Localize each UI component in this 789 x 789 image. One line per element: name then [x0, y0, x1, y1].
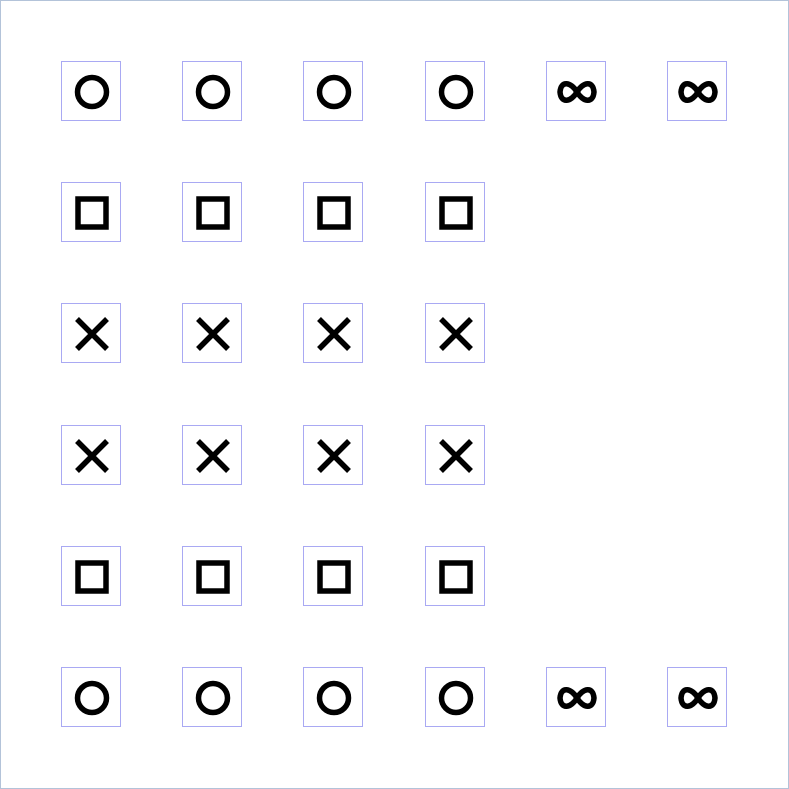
square-icon	[75, 560, 109, 594]
board-tile-r6-c6[interactable]	[667, 667, 727, 727]
cross-icon	[196, 439, 230, 473]
board-tile-r6-c1[interactable]	[61, 667, 121, 727]
board-tile-r1-c1[interactable]	[61, 61, 121, 121]
board-tile-r4-c4[interactable]	[425, 425, 485, 485]
square-icon	[317, 196, 351, 230]
board-tile-r3-c2[interactable]	[182, 303, 242, 363]
board-tile-r3-c3[interactable]	[303, 303, 363, 363]
board-tile-r1-c4[interactable]	[425, 61, 485, 121]
square-icon	[439, 560, 473, 594]
board-tile-r5-c2[interactable]	[182, 546, 242, 606]
cross-icon	[317, 439, 351, 473]
board-tile-r5-c4[interactable]	[425, 546, 485, 606]
infinity-icon	[678, 81, 718, 103]
board-tile-r6-c4[interactable]	[425, 667, 485, 727]
square-icon	[196, 560, 230, 594]
circle-icon	[316, 74, 352, 110]
circle-icon	[316, 680, 352, 716]
board-tile-r2-c2[interactable]	[182, 182, 242, 242]
board-tile-r1-c5[interactable]	[546, 61, 606, 121]
infinity-icon	[678, 687, 718, 709]
board-tile-r6-c3[interactable]	[303, 667, 363, 727]
cross-icon	[317, 317, 351, 351]
infinity-icon	[557, 81, 597, 103]
board-tile-r6-c5[interactable]	[546, 667, 606, 727]
cross-icon	[75, 317, 109, 351]
circle-icon	[195, 680, 231, 716]
circle-icon	[74, 680, 110, 716]
board-tile-r1-c3[interactable]	[303, 61, 363, 121]
square-icon	[439, 196, 473, 230]
cross-icon	[196, 317, 230, 351]
board-tile-r2-c3[interactable]	[303, 182, 363, 242]
cross-icon	[439, 317, 473, 351]
circle-icon	[195, 74, 231, 110]
board-tile-r3-c1[interactable]	[61, 303, 121, 363]
circle-icon	[74, 74, 110, 110]
board-tile-r4-c2[interactable]	[182, 425, 242, 485]
cross-icon	[439, 439, 473, 473]
board-tile-r1-c2[interactable]	[182, 61, 242, 121]
board-tile-r4-c3[interactable]	[303, 425, 363, 485]
square-icon	[317, 560, 351, 594]
square-icon	[75, 196, 109, 230]
board-tile-r1-c6[interactable]	[667, 61, 727, 121]
cross-icon	[75, 439, 109, 473]
board-tile-r5-c3[interactable]	[303, 546, 363, 606]
circle-icon	[438, 74, 474, 110]
circle-icon	[438, 680, 474, 716]
infinity-icon	[557, 687, 597, 709]
board-tile-r2-c4[interactable]	[425, 182, 485, 242]
board-tile-r2-c1[interactable]	[61, 182, 121, 242]
square-icon	[196, 196, 230, 230]
board-tile-r3-c4[interactable]	[425, 303, 485, 363]
board-tile-r5-c1[interactable]	[61, 546, 121, 606]
board-tile-r6-c2[interactable]	[182, 667, 242, 727]
board-tile-r4-c1[interactable]	[61, 425, 121, 485]
